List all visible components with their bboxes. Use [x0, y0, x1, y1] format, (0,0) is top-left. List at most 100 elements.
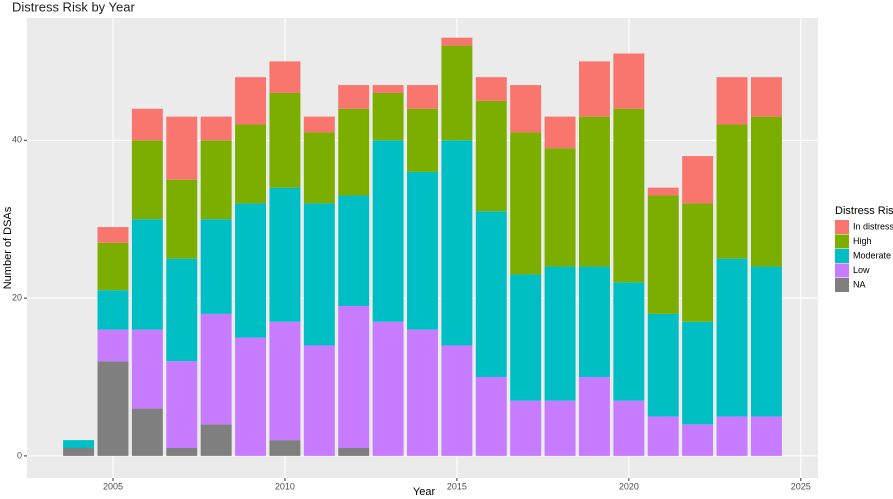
chart-title: Distress Risk by Year	[12, 0, 135, 14]
bar-segment	[544, 148, 576, 267]
bar-segment	[441, 37, 473, 46]
bar-segment	[338, 108, 370, 196]
bar-segment	[338, 195, 370, 306]
bar-segment	[131, 108, 163, 141]
legend-label: Moderate	[853, 250, 891, 260]
bar-segment	[578, 116, 610, 267]
bar-segment	[750, 266, 782, 417]
legend-label: NA	[853, 279, 866, 289]
bar-segment	[613, 282, 645, 401]
bar-segment	[235, 203, 267, 338]
bar-segment	[475, 211, 507, 378]
bar-segment	[269, 321, 301, 441]
bar-segment	[510, 132, 542, 275]
bar-segment	[716, 416, 748, 456]
bar-segment	[647, 313, 679, 417]
bar-segment	[166, 361, 198, 449]
bar-segment	[97, 361, 129, 456]
bar-segment	[716, 77, 748, 125]
bar-segment	[235, 337, 267, 456]
bar-segment	[613, 108, 645, 283]
x-tick-label: 2015	[447, 481, 467, 491]
legend-key	[835, 278, 849, 292]
bar-segment	[166, 179, 198, 259]
bar-segment	[682, 156, 714, 204]
bar-segment	[269, 440, 301, 456]
bar-segment	[372, 85, 404, 93]
bar-segment	[441, 345, 473, 456]
bar-segment	[131, 408, 163, 456]
bar-segment	[303, 345, 335, 456]
bar-segment	[131, 140, 163, 220]
bar-segment	[200, 424, 232, 456]
bar-segment	[716, 124, 748, 259]
bar-segment	[235, 77, 267, 125]
bar-segment	[475, 100, 507, 212]
bar-segment	[647, 187, 679, 196]
bar-segment	[441, 45, 473, 141]
legend-key	[835, 220, 849, 234]
bar-segment	[613, 53, 645, 109]
legend-key	[835, 263, 849, 278]
legend-title: Distress Risk	[835, 205, 893, 217]
bar-segment	[613, 400, 645, 456]
bar-segment	[475, 77, 507, 101]
bar-segment	[475, 377, 507, 456]
y-tick-label: 40	[12, 135, 22, 145]
bar-segment	[544, 266, 576, 401]
x-axis-title: Year	[413, 486, 436, 498]
bar-segment	[131, 329, 163, 409]
bar-segment	[97, 329, 129, 362]
legend-label: High	[853, 236, 872, 246]
y-tick-label: 0	[17, 450, 22, 460]
bar-segment	[750, 416, 782, 456]
bar-segment	[372, 140, 404, 322]
bar-segment	[578, 61, 610, 117]
bar-segment	[200, 140, 232, 220]
bar-segment	[407, 329, 438, 456]
bar-segment	[235, 124, 267, 204]
bar-segment	[441, 140, 473, 346]
bar-segment	[63, 440, 95, 449]
x-tick-label: 2005	[103, 481, 123, 491]
bar-segment	[338, 85, 370, 109]
bar-segment	[647, 416, 679, 456]
bars	[63, 37, 782, 456]
bar-segment	[682, 203, 714, 322]
x-tick-label: 2025	[791, 481, 811, 491]
bar-segment	[510, 274, 542, 401]
y-tick-label: 20	[12, 292, 22, 302]
bar-segment	[407, 171, 438, 330]
bar-segment	[510, 85, 542, 133]
bar-segment	[372, 321, 404, 456]
bar-segment	[510, 400, 542, 456]
legend-label: Low	[853, 265, 870, 275]
bar-segment	[131, 219, 163, 330]
bar-segment	[578, 377, 610, 456]
legend-key	[835, 234, 849, 249]
bar-segment	[407, 85, 438, 109]
bar-segment	[338, 448, 370, 456]
bar-segment	[682, 321, 714, 425]
bar-segment	[200, 313, 232, 425]
x-tick-label: 2010	[275, 481, 295, 491]
legend-label: In distress	[853, 221, 893, 231]
bar-segment	[544, 116, 576, 149]
bar-segment	[303, 132, 335, 204]
bar-segment	[269, 187, 301, 322]
legend-key	[835, 249, 849, 263]
bar-segment	[578, 266, 610, 378]
bar-segment	[647, 195, 679, 314]
bar-segment	[750, 77, 782, 117]
bar-segment	[166, 448, 198, 456]
bar-segment	[200, 116, 232, 141]
bar-segment	[682, 424, 714, 456]
bar-segment	[750, 116, 782, 267]
bar-segment	[303, 116, 335, 133]
bar-segment	[97, 227, 129, 243]
bar-segment	[303, 203, 335, 346]
bar-segment	[166, 258, 198, 362]
bar-segment	[269, 92, 301, 188]
bar-segment	[97, 290, 129, 330]
